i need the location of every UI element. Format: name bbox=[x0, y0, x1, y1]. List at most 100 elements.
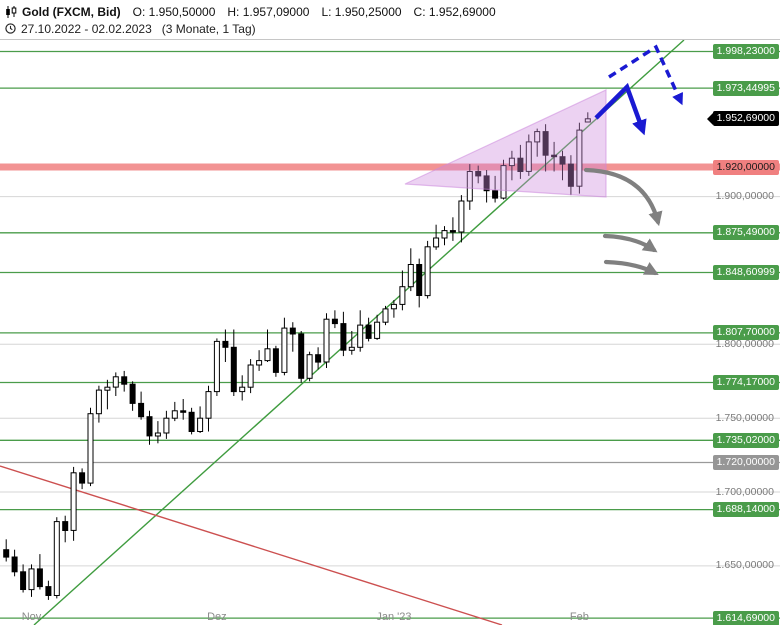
candle bbox=[188, 411, 195, 432]
candle bbox=[53, 521, 60, 596]
downside-target-arrow bbox=[603, 259, 659, 276]
candlestick-chart-icon bbox=[5, 5, 17, 18]
candle bbox=[441, 230, 448, 239]
candle bbox=[390, 303, 397, 310]
candle bbox=[154, 432, 161, 437]
wedge-pattern bbox=[404, 89, 607, 198]
candle bbox=[382, 308, 389, 323]
x-axis-label: Jan '23 bbox=[376, 611, 411, 623]
candle bbox=[374, 321, 381, 339]
downside-target-arrow bbox=[602, 233, 658, 253]
candle bbox=[180, 410, 187, 413]
candle bbox=[11, 556, 18, 573]
candle bbox=[315, 354, 322, 363]
candle bbox=[399, 286, 406, 305]
candle bbox=[205, 391, 212, 419]
candle bbox=[163, 417, 170, 434]
candle bbox=[458, 200, 465, 233]
candle bbox=[492, 190, 499, 199]
candle bbox=[112, 376, 119, 388]
instrument-title: Gold (FXCM, Bid) bbox=[22, 4, 121, 19]
candle bbox=[256, 360, 263, 366]
candle bbox=[542, 131, 549, 156]
ohlc-low: L: 1.950,25000 bbox=[321, 4, 402, 19]
candle bbox=[281, 327, 288, 373]
candle bbox=[466, 171, 473, 202]
candle bbox=[567, 163, 574, 187]
clock-icon bbox=[5, 23, 16, 34]
candle bbox=[230, 346, 237, 393]
candle bbox=[517, 157, 524, 172]
x-axis-label: Nov bbox=[22, 611, 42, 623]
candle bbox=[534, 131, 541, 143]
candle bbox=[171, 410, 178, 419]
candle bbox=[348, 346, 355, 351]
candle bbox=[433, 237, 440, 248]
ohlc-high: H: 1.957,09000 bbox=[227, 4, 310, 19]
candle bbox=[28, 568, 35, 591]
candle bbox=[121, 376, 128, 385]
candle bbox=[424, 246, 431, 297]
candle bbox=[87, 413, 94, 484]
candle bbox=[559, 156, 566, 165]
candle bbox=[138, 402, 145, 418]
candle bbox=[129, 383, 136, 404]
candle bbox=[357, 324, 364, 348]
gridlines bbox=[0, 196, 780, 567]
candle bbox=[407, 264, 414, 288]
rising-wedge bbox=[404, 89, 607, 198]
candle bbox=[213, 340, 220, 393]
candle bbox=[79, 472, 86, 484]
x-axis-labels: Nov Dez Jan '23 Feb bbox=[22, 611, 589, 623]
candle bbox=[475, 171, 482, 177]
candle bbox=[289, 327, 296, 335]
candle bbox=[551, 154, 558, 158]
candle bbox=[222, 340, 229, 348]
candle bbox=[508, 157, 515, 167]
date-range: 27.10.2022 - 02.02.2023 bbox=[21, 21, 152, 36]
candle bbox=[298, 333, 305, 379]
candle bbox=[323, 318, 330, 363]
candle bbox=[584, 118, 591, 123]
candle bbox=[331, 318, 338, 325]
resistance-band bbox=[0, 163, 780, 171]
date-range-row: 27.10.2022 - 02.02.2023 (3 Monate, 1 Tag… bbox=[5, 20, 780, 37]
candle bbox=[239, 386, 246, 393]
chart-header: Gold (FXCM, Bid) O: 1.950,50000 H: 1.957… bbox=[0, 0, 780, 40]
instrument-info-row: Gold (FXCM, Bid) O: 1.950,50000 H: 1.957… bbox=[5, 3, 780, 20]
x-axis-label: Feb bbox=[570, 611, 589, 623]
candlestick-series bbox=[3, 112, 591, 600]
candle bbox=[247, 364, 254, 388]
period-label: (3 Monate, 1 Tag) bbox=[161, 21, 256, 36]
candle bbox=[416, 264, 423, 296]
price-projection-arrow bbox=[594, 82, 647, 136]
candle bbox=[483, 175, 490, 192]
candle bbox=[95, 389, 102, 415]
candle bbox=[146, 416, 153, 437]
candle bbox=[365, 324, 372, 339]
candle bbox=[62, 521, 69, 531]
candle bbox=[576, 129, 583, 187]
ohlc-close: C: 1.952,69000 bbox=[413, 4, 496, 19]
descending-trendline bbox=[0, 465, 503, 625]
candle bbox=[104, 386, 111, 391]
candle bbox=[525, 141, 532, 172]
candle bbox=[20, 571, 27, 590]
candle bbox=[36, 568, 43, 588]
x-axis-label: Dez bbox=[207, 611, 227, 623]
candle bbox=[264, 348, 271, 362]
candle bbox=[70, 472, 77, 531]
candle bbox=[500, 165, 507, 199]
candle bbox=[272, 348, 279, 373]
candle bbox=[306, 354, 313, 379]
candle bbox=[45, 586, 52, 596]
ohlc-open: O: 1.950,50000 bbox=[132, 4, 216, 19]
horizontal-levels bbox=[0, 50, 780, 619]
candle bbox=[197, 417, 204, 433]
price-projection-arrow bbox=[608, 44, 683, 106]
projection-arrows bbox=[583, 44, 683, 276]
downside-target-arrow bbox=[583, 167, 663, 227]
candle bbox=[340, 323, 347, 351]
